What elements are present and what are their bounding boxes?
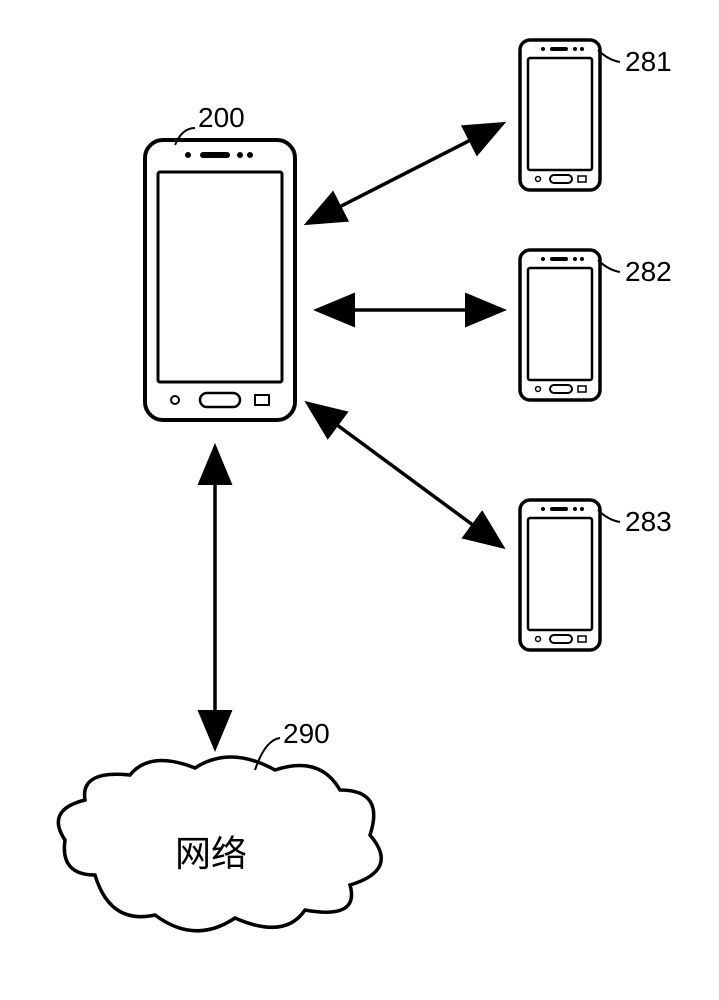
label-phone-main: 200: [198, 102, 245, 134]
phone-device-2: [520, 250, 600, 400]
label-phone-2: 282: [625, 256, 672, 288]
label-phone-1: 281: [625, 46, 672, 78]
phone-device-3: [520, 500, 600, 650]
phone-main: [145, 140, 295, 420]
phone-device-1: [520, 40, 600, 190]
cloud-text: 网络: [175, 825, 247, 877]
label-phone-3: 283: [625, 506, 672, 538]
diagram-canvas: [0, 0, 719, 1000]
label-cloud: 290: [283, 718, 330, 750]
